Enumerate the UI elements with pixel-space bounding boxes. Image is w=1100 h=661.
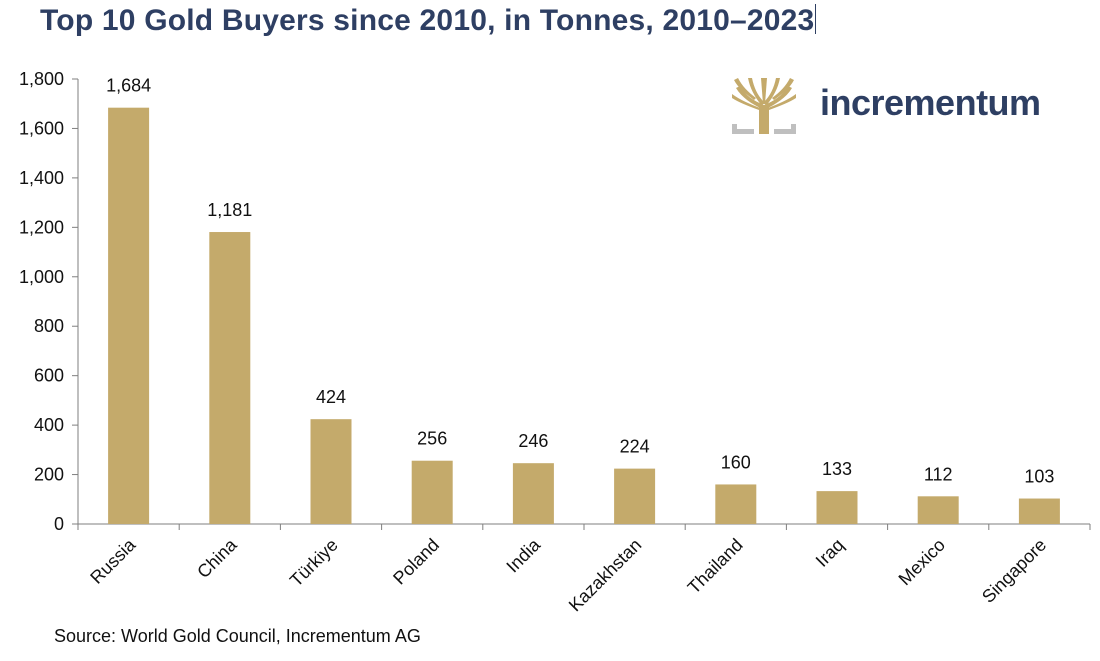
y-tick-label: 1,000	[19, 267, 64, 287]
bar	[209, 232, 251, 524]
data-label: 224	[620, 437, 650, 457]
x-tick-label: Türkiye	[286, 535, 342, 591]
bar	[715, 484, 757, 524]
x-tick-label: Poland	[389, 535, 443, 589]
incrementum-logo: incrementum	[732, 76, 1062, 136]
data-label: 103	[1024, 467, 1054, 487]
bar	[614, 468, 656, 524]
y-tick-label: 400	[34, 415, 64, 435]
x-tick-label: Thailand	[684, 535, 747, 598]
x-tick-label: Mexico	[895, 535, 949, 589]
y-tick-label: 1,400	[19, 168, 64, 188]
data-label: 246	[518, 431, 548, 451]
bar	[108, 107, 150, 524]
data-label: 424	[316, 387, 346, 407]
bar	[512, 463, 554, 524]
data-label: 160	[721, 452, 751, 472]
bar	[411, 460, 453, 524]
y-tick-label: 1,800	[19, 69, 64, 89]
y-tick-label: 0	[54, 514, 64, 534]
data-label: 1,181	[207, 200, 252, 220]
data-label: 1,684	[106, 76, 151, 96]
x-tick-label: Russia	[86, 534, 140, 588]
chart-title: Top 10 Gold Buyers since 2010, in Tonnes…	[40, 4, 817, 37]
data-label: 256	[417, 429, 447, 449]
x-tick-label: Kazakhstan	[565, 535, 646, 616]
data-label: 112	[924, 464, 953, 484]
bar	[917, 496, 959, 524]
y-tick-label: 1,200	[19, 217, 64, 237]
value-labels: 1,684 1,181 424 256 246 224 160 133 112 103	[106, 76, 1054, 487]
bars	[108, 107, 1060, 524]
x-tick-label: Singapore	[978, 535, 1050, 607]
text-caret	[815, 4, 817, 34]
data-label: 133	[822, 459, 852, 479]
y-tick-label: 1,600	[19, 118, 64, 138]
y-tick-label: 800	[34, 316, 64, 336]
y-tick-label: 600	[34, 366, 64, 386]
bar	[816, 491, 858, 524]
x-tick-label: Iraq	[812, 535, 848, 571]
logo-text: incrementum	[820, 82, 1041, 123]
x-tick-label: China	[193, 534, 241, 582]
tree-logo-icon	[732, 78, 796, 134]
x-tick-label: India	[502, 534, 544, 576]
bar	[310, 419, 352, 524]
source-note: Source: World Gold Council, Incrementum …	[54, 626, 421, 646]
bar	[1018, 498, 1060, 524]
y-axis: 0 200 400 600 800 1,000 1,200 1,400 1,600 1,800	[19, 69, 79, 534]
x-axis: Russia China Türkiye Poland India Kazakhstan T…	[77, 523, 1091, 616]
y-tick-label: 200	[34, 465, 64, 485]
